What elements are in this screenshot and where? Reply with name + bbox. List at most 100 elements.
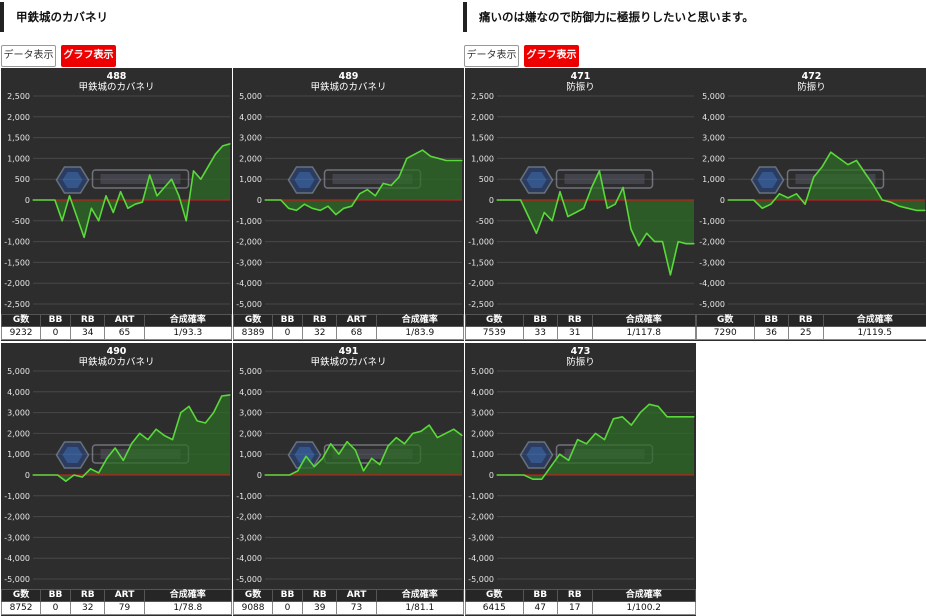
data-point: [171, 439, 174, 441]
y-tick-label: 2,000: [239, 154, 262, 163]
data-point: [532, 478, 534, 480]
y-tick-label: -5,000: [699, 300, 725, 309]
data-point: [568, 459, 570, 462]
data-point: [612, 418, 615, 420]
y-tick-label: 2,000: [7, 113, 30, 122]
data-point: [559, 191, 561, 193]
data-point: [214, 153, 217, 155]
data-point: [813, 176, 815, 178]
data-point: [311, 207, 313, 209]
y-tick-label: 1,000: [702, 175, 725, 184]
right-graph-view-button[interactable]: グラフ表示: [524, 45, 579, 67]
stats-value-cell: 32: [301, 326, 338, 340]
data-point: [73, 474, 75, 476]
data-point: [915, 209, 918, 211]
data-point: [567, 216, 569, 218]
y-tick-label: 0: [489, 196, 494, 205]
data-point: [677, 241, 679, 243]
data-point: [379, 464, 381, 466]
y-tick-label: 3,000: [7, 409, 30, 418]
y-tick-label: -4,000: [4, 554, 30, 563]
data-point: [543, 211, 545, 214]
stats-table: G数 BB RB 合成確率 7539 33 31 1/117.8: [465, 314, 696, 340]
data-point: [778, 193, 780, 195]
stats-header-cell: ART: [104, 589, 145, 602]
data-point: [395, 436, 397, 439]
stats-header-cell: RB: [788, 314, 824, 327]
stats-value-cell: 34: [69, 326, 106, 340]
stats-value-cell: 47: [522, 601, 558, 615]
data-point: [374, 195, 376, 197]
stats-header-cell: RB: [557, 589, 593, 602]
stats-value-cell: 0: [272, 326, 303, 340]
right-section-heading: 痛いのは嫌なので防御力に極振りしたいと思います。: [463, 2, 754, 32]
data-point: [68, 195, 71, 197]
data-point: [366, 189, 369, 191]
data-point: [461, 434, 463, 437]
data-point: [188, 405, 190, 407]
y-tick-label: 2,000: [471, 113, 494, 122]
left-data-view-button[interactable]: データ表示: [1, 45, 56, 67]
machine-number: 488: [106, 71, 127, 82]
stats-header-cell: 合成確率: [591, 314, 696, 327]
data-point: [147, 439, 149, 441]
data-point: [606, 207, 608, 209]
y-tick-label: -5,000: [236, 575, 262, 584]
data-point: [32, 474, 34, 476]
y-tick-label: 0: [25, 196, 30, 205]
machine-title: 防振り: [566, 82, 595, 93]
stats-header-cell: BB: [522, 589, 558, 602]
y-tick-label: -2,000: [699, 238, 725, 247]
stats-value-cell: 1/119.5: [822, 326, 926, 340]
data-point: [523, 474, 525, 476]
slump-chart: 2,500 2,000 1,500 1,000 500 0 -500 -1,000 -1,500…: [468, 92, 695, 309]
stats-value-cell: 32: [69, 601, 106, 615]
y-tick-label: 2,000: [471, 429, 494, 438]
data-point: [57, 474, 59, 476]
y-tick-label: -3,000: [236, 533, 262, 542]
data-point: [727, 199, 729, 201]
series-line: [728, 151, 925, 212]
data-point: [319, 209, 321, 211]
data-point: [621, 416, 623, 418]
y-tick-label: -2,000: [468, 513, 494, 522]
machine-number: 491: [338, 346, 359, 357]
machine-card: 472 防振り 5,000 4,000 3,000 2,000 1,000 0 -1,000 -2…: [696, 68, 926, 341]
data-point: [338, 453, 340, 455]
stats-value-cell: 0: [40, 326, 71, 340]
data-point: [898, 205, 900, 207]
data-point: [761, 207, 763, 209]
data-point: [295, 209, 298, 211]
stats-table: G数 BB RB 合成確率 6415 47 17 1/100.2: [465, 589, 696, 615]
data-point: [585, 443, 588, 445]
stats-value-cell: 36: [753, 326, 789, 340]
left-graph-view-button[interactable]: グラフ表示: [61, 45, 116, 67]
stats-value-cell: 25: [788, 326, 824, 340]
stats-header-cell: ART: [336, 589, 377, 602]
stats-value-cell: 1/117.8: [591, 326, 696, 340]
analysis-slot-logo-icon: [55, 166, 190, 194]
data-point: [382, 182, 384, 184]
stats-header-cell: 合成確率: [822, 314, 926, 327]
data-point: [445, 159, 447, 162]
machine-number: 473: [570, 346, 591, 357]
data-point: [685, 243, 687, 245]
stats-value-cell: 73: [336, 601, 377, 615]
data-point: [149, 174, 151, 176]
slump-chart: 5,000 4,000 3,000 2,000 1,000 0 -1,000 -2,000 -3…: [236, 367, 463, 584]
data-point: [305, 455, 307, 457]
data-point: [192, 170, 195, 172]
stats-table: G数 BB RB ART 合成確率 8752 0 32 79 1/78.8: [0, 589, 233, 615]
right-data-view-button[interactable]: データ表示: [464, 45, 519, 67]
y-tick-label: -3,000: [468, 533, 494, 542]
data-point: [313, 466, 315, 468]
data-point: [669, 274, 671, 276]
data-point: [514, 474, 516, 476]
data-point: [541, 478, 543, 480]
data-point: [504, 199, 506, 201]
data-point: [453, 159, 455, 162]
y-tick-label: -500: [476, 217, 494, 226]
y-tick-label: 4,000: [702, 113, 725, 122]
stats-value-cell: 17: [557, 601, 593, 615]
stats-header-cell: BB: [40, 589, 71, 602]
